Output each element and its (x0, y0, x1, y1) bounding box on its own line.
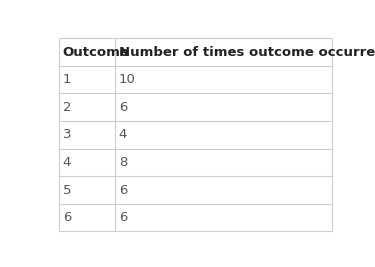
Text: 5: 5 (63, 183, 71, 197)
Text: 4: 4 (119, 128, 127, 141)
Bar (58, 204, 114, 231)
Bar (114, 121, 332, 149)
Text: 4: 4 (63, 156, 71, 169)
Bar (114, 93, 332, 121)
Text: 3: 3 (63, 128, 71, 141)
Text: 10: 10 (119, 73, 136, 86)
Text: 6: 6 (119, 101, 127, 114)
Text: Number of times outcome occurred: Number of times outcome occurred (119, 45, 375, 58)
Bar (114, 66, 332, 93)
Text: 1: 1 (63, 73, 71, 86)
Bar (114, 149, 332, 176)
Bar (114, 176, 332, 204)
Bar (58, 93, 114, 121)
Text: 6: 6 (119, 183, 127, 197)
Bar (58, 121, 114, 149)
Bar (58, 176, 114, 204)
Text: 6: 6 (63, 211, 71, 224)
Text: 6: 6 (119, 211, 127, 224)
Bar (114, 38, 332, 66)
Text: 2: 2 (63, 101, 71, 114)
Bar (58, 38, 114, 66)
Text: Outcome: Outcome (63, 45, 130, 58)
Bar (114, 204, 332, 231)
Bar (58, 149, 114, 176)
Bar (58, 66, 114, 93)
Text: 8: 8 (119, 156, 127, 169)
